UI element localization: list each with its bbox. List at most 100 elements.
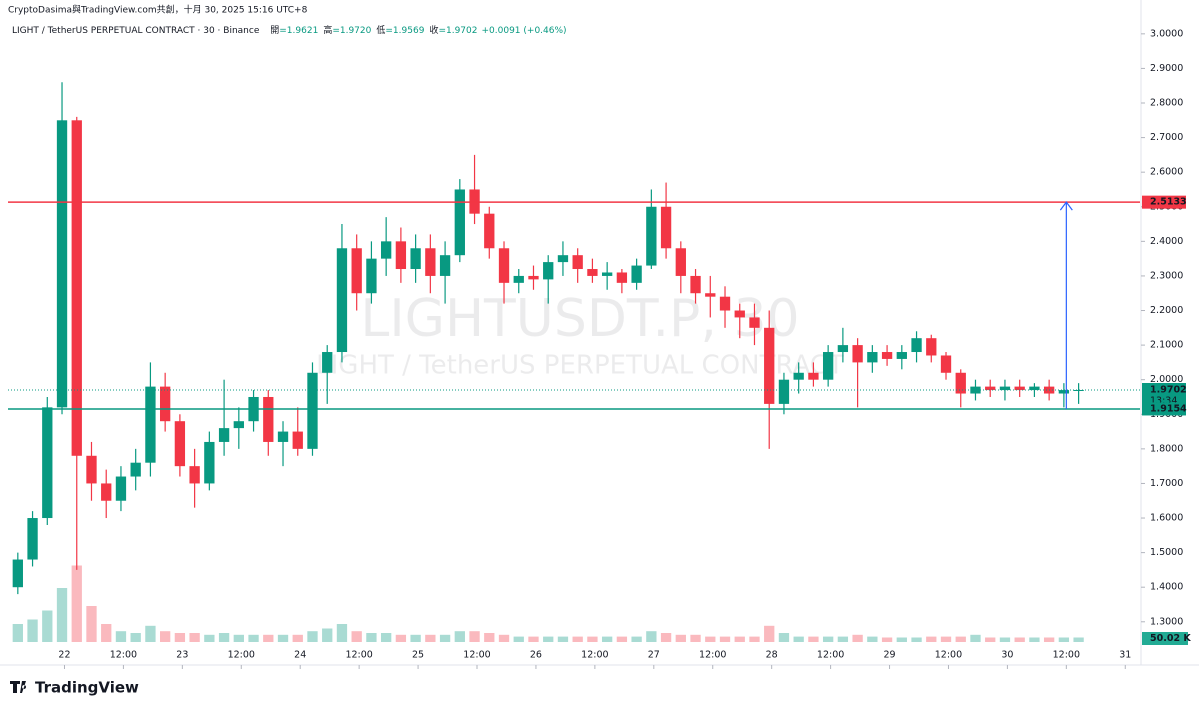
volume-bar <box>292 634 303 642</box>
y-tick-label: 1.4000 <box>1150 582 1183 593</box>
candle-body <box>1073 389 1084 391</box>
x-tick-label: 12:00 <box>699 650 726 661</box>
volume-bar <box>822 636 834 642</box>
candle-body <box>484 213 495 249</box>
symbol-line: LIGHT / TetherUS PERPETUAL CONTRACT · 30… <box>12 24 567 36</box>
candle-body <box>764 327 775 404</box>
x-tick-label: 12:00 <box>817 650 844 661</box>
volume-bar <box>985 637 996 642</box>
volume-bar <box>719 636 731 642</box>
volume-bar <box>793 636 804 642</box>
ohlc-value: =1.9569 <box>385 26 424 36</box>
y-tick-label: 2.0000 <box>1150 374 1183 385</box>
y-tick-label: 1.6000 <box>1150 513 1183 524</box>
y-tick-label: 3.0000 <box>1150 28 1183 39</box>
volume-bar <box>572 636 583 642</box>
volume-bar <box>513 636 524 642</box>
candle-body <box>837 345 849 353</box>
y-tick-label: 2.9000 <box>1150 63 1183 74</box>
volume-bar <box>675 634 686 642</box>
y-tick-label: 1.7000 <box>1150 478 1183 489</box>
x-tick-label: 24 <box>294 650 306 661</box>
candle-body <box>955 372 966 394</box>
volume-bar <box>307 631 318 642</box>
candle-body <box>616 272 628 283</box>
volume-bar <box>778 633 790 642</box>
volume-bar <box>218 633 230 642</box>
volume-bar <box>204 634 215 642</box>
volume-bar <box>86 606 97 642</box>
candle-body <box>852 345 863 363</box>
candle-body <box>970 386 981 394</box>
candle-body <box>454 189 465 256</box>
candle-body <box>793 372 804 380</box>
x-tick-label: 30 <box>1001 650 1013 661</box>
volume-bar <box>12 624 23 642</box>
volume-bar <box>1043 637 1055 642</box>
candle-body <box>557 255 569 263</box>
volume-bar <box>587 636 598 642</box>
ohlc-label: 高 <box>323 24 332 36</box>
candle-body <box>351 248 362 294</box>
candle-body <box>498 248 510 283</box>
ohlc-value: =1.9621 <box>279 26 318 36</box>
volume-bar <box>616 636 628 642</box>
candle-body <box>12 559 23 588</box>
x-tick-label: 12:00 <box>110 650 137 661</box>
level-label: 2.5133 <box>1150 197 1187 208</box>
volume-bar <box>543 636 554 642</box>
x-tick-label: 12:00 <box>228 650 255 661</box>
x-tick-label: 12:00 <box>463 650 490 661</box>
volume-bar <box>322 628 333 642</box>
x-tick-label: 12:00 <box>581 650 608 661</box>
level-label-box <box>1142 402 1186 416</box>
watermark-name: LIGHT / TetherUS PERPETUAL CONTRACT <box>316 351 844 381</box>
volume-bar <box>189 633 200 642</box>
candle-body <box>101 483 112 501</box>
y-tick-label: 1.8000 <box>1150 443 1183 454</box>
candle-body <box>528 275 539 280</box>
candle-body <box>174 421 186 467</box>
volume-bar <box>410 634 421 642</box>
y-tick-label: 2.1000 <box>1150 340 1183 351</box>
candle-body <box>366 258 377 294</box>
volume-bar <box>764 625 775 642</box>
volume-bar <box>425 634 436 642</box>
volume-bar <box>601 636 613 642</box>
candle-body <box>395 241 407 270</box>
volume-bar <box>130 633 141 642</box>
candle-body <box>42 407 53 519</box>
x-tick-label: 26 <box>530 650 542 661</box>
volume-bar <box>940 636 952 642</box>
candle-body <box>896 352 907 359</box>
volume-bar <box>27 619 38 642</box>
candle-body <box>130 462 141 477</box>
volume-bar <box>71 565 82 642</box>
credit: CryptoDasima與TradingView.com共創，十月 30, 20… <box>8 4 308 16</box>
candle-body <box>999 386 1011 391</box>
volume-bar <box>808 636 819 642</box>
candle-body <box>380 241 392 259</box>
candle-body <box>307 372 318 449</box>
y-tick-label: 2.2000 <box>1150 305 1183 316</box>
brand: TradingView <box>10 679 139 697</box>
volume-bar <box>660 633 672 642</box>
candle-body <box>263 396 274 442</box>
volume-bar <box>911 637 922 642</box>
ohlc-value: =1.9702 <box>438 26 477 36</box>
volume-bar <box>351 631 362 642</box>
ohlc-value: =1.9720 <box>332 26 371 36</box>
volume-bar <box>896 637 907 642</box>
volume-bar <box>528 636 539 642</box>
volume-bar <box>970 634 981 642</box>
volume-bar <box>145 625 156 642</box>
volume-bar <box>366 633 377 642</box>
candle-body <box>159 386 171 422</box>
x-tick-label: 28 <box>766 650 778 661</box>
candle-body <box>705 293 716 297</box>
volume-bar <box>999 637 1011 642</box>
candle-body <box>233 421 244 429</box>
candle-body <box>513 275 524 283</box>
